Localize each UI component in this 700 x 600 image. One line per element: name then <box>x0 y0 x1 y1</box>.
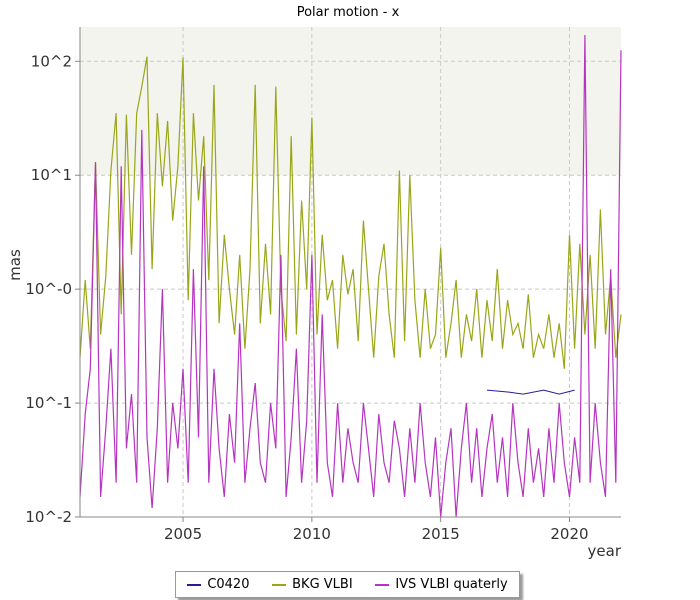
legend-item-bkg-vlbi[interactable]: BKG VLBI <box>272 577 353 592</box>
x-tick-label: 2005 <box>164 525 202 543</box>
gridlines <box>80 27 621 517</box>
y-tick-label: 10^1 <box>31 166 72 184</box>
x-tick-label: 2010 <box>293 525 331 543</box>
y-axis-ticks: 10^-2 10^-1 10^-0 10^1 10^2 <box>25 52 80 526</box>
legend-swatch-c0420 <box>187 583 202 586</box>
series-bkg-vlbi <box>79 56 622 369</box>
x-axis-label: year <box>588 542 622 560</box>
series-c0420 <box>486 389 575 395</box>
x-tick-label: 2015 <box>422 525 460 543</box>
series-ivs-vlbi-quaterly <box>79 34 622 518</box>
y-tick-label: 10^-0 <box>25 280 72 298</box>
y-tick-label: 10^-2 <box>25 508 72 526</box>
legend-label-ivs-vlbi-quaterly: IVS VLBI quaterly <box>395 577 508 592</box>
y-tick-label: 10^-1 <box>25 394 72 412</box>
x-tick-label: 2020 <box>550 525 588 543</box>
legend: C0420 BKG VLBI IVS VLBI quaterly <box>175 571 520 598</box>
legend-item-c0420[interactable]: C0420 <box>187 577 249 592</box>
legend-swatch-bkg-vlbi <box>272 583 287 586</box>
y-tick-label: 10^2 <box>31 52 72 70</box>
x-axis-ticks: 2005 2010 2015 2020 <box>164 517 589 543</box>
series-line-ivs-vlbi-quaterly <box>79 34 622 518</box>
shaded-band <box>80 27 621 176</box>
series-line-c0420 <box>486 389 575 395</box>
series-line-bkg-vlbi <box>79 56 622 369</box>
legend-item-ivs-vlbi-quaterly[interactable]: IVS VLBI quaterly <box>375 577 508 592</box>
legend-label-bkg-vlbi: BKG VLBI <box>292 577 353 592</box>
chart-title: Polar motion - x <box>297 5 400 20</box>
legend-swatch-ivs-vlbi-quaterly <box>375 583 390 586</box>
legend-label-c0420: C0420 <box>207 577 250 592</box>
y-axis-label: mas <box>6 249 24 281</box>
